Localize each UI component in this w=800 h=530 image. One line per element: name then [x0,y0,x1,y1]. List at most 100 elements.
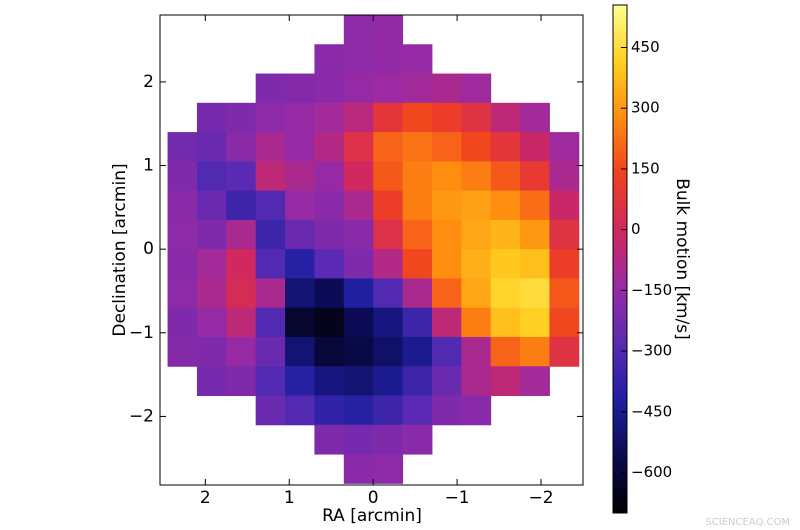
heat-cell [490,278,521,309]
heat-cell [167,336,198,367]
heat-cell [402,44,433,75]
heat-cell [549,336,580,367]
heat-cell [314,336,345,367]
heat-cell [167,307,198,338]
heat-cell [402,278,433,309]
heat-cell [343,102,374,133]
heat-cell [549,249,580,279]
heat-cell [314,102,345,133]
colorbar-tick-label: −300 [631,342,672,360]
heat-cell [373,190,404,221]
heat-cell [285,307,315,338]
heat-cell [431,161,462,192]
y-tick-label: 1 [143,156,154,176]
heat-cell [314,132,345,162]
heat-cell [402,249,433,279]
heat-cell [343,454,374,484]
heat-cell [490,336,521,367]
heat-cell [343,73,374,104]
heat-cell [226,307,257,338]
heat-cell [167,278,198,309]
colorbar-tick-label: −600 [631,463,672,481]
heat-cell [167,219,198,250]
heat-cell [343,278,374,309]
heat-cell [431,249,462,279]
heat-cell [314,366,345,397]
heat-cell [167,249,198,279]
heat-cell [431,278,462,309]
heat-cell [343,336,374,367]
heat-cell [226,278,257,309]
y-tick-label: 0 [143,239,154,259]
heat-cell [520,102,550,133]
watermark: SCIENCEAQ.COM [705,517,790,528]
heat-cell [461,73,492,104]
heat-cell [373,73,404,104]
heat-cell [549,132,580,162]
heat-cell [255,132,286,162]
heat-cell [520,190,550,221]
heat-cell [373,454,404,484]
heat-cell [196,249,227,279]
heat-cell [226,102,257,133]
heat-cell [343,424,374,455]
heat-cell [373,249,404,279]
colorbar-tick-label: 450 [631,38,660,56]
heat-cell [196,219,227,250]
heat-cell [343,15,374,45]
heat-cell [226,132,257,162]
heat-cell [226,336,257,367]
heat-cell [226,366,257,397]
heat-cell [431,102,462,133]
heat-cell [255,336,286,367]
heat-cell [402,161,433,192]
heat-cell [285,102,315,133]
heat-cell [520,219,550,250]
heat-cell [461,132,492,162]
heat-cell [285,336,315,367]
heatmap [167,15,580,484]
heat-cell [255,190,286,221]
heat-cell [285,73,315,104]
heat-cell [226,190,257,221]
x-axis-label: RA [arcmin] [322,506,422,526]
heat-cell [226,219,257,250]
heat-cell [490,249,521,279]
heat-cell [373,132,404,162]
heat-cell [343,307,374,338]
heat-cell [255,366,286,397]
colorbar-tick-label: 150 [631,159,660,177]
heat-cell [373,219,404,250]
heat-cell [343,132,374,162]
heat-cell [549,278,580,309]
heat-cell [431,336,462,367]
heat-cell [549,219,580,250]
heat-cell [255,73,286,104]
heat-cell [314,219,345,250]
heat-cell [285,190,315,221]
x-tick-label: −1 [445,488,470,508]
heat-cell [490,102,521,133]
heat-cell [402,336,433,367]
heat-cell [196,102,227,133]
heat-cell [490,366,521,397]
heat-cell [520,161,550,192]
heat-cell [314,395,345,426]
heat-cell [520,249,550,279]
heat-cell [431,73,462,104]
heat-cell [196,366,227,397]
heat-cell [431,190,462,221]
heat-cell [549,307,580,338]
heat-cell [402,102,433,133]
heat-cell [255,395,286,426]
heat-cell [196,278,227,309]
heat-cell [402,366,433,397]
heat-cell [461,102,492,133]
heat-cell [520,307,550,338]
heat-cell [549,190,580,221]
x-tick-label: −2 [529,488,554,508]
heat-cell [373,424,404,455]
heat-cell [255,307,286,338]
heat-cell [343,395,374,426]
heat-cell [461,219,492,250]
